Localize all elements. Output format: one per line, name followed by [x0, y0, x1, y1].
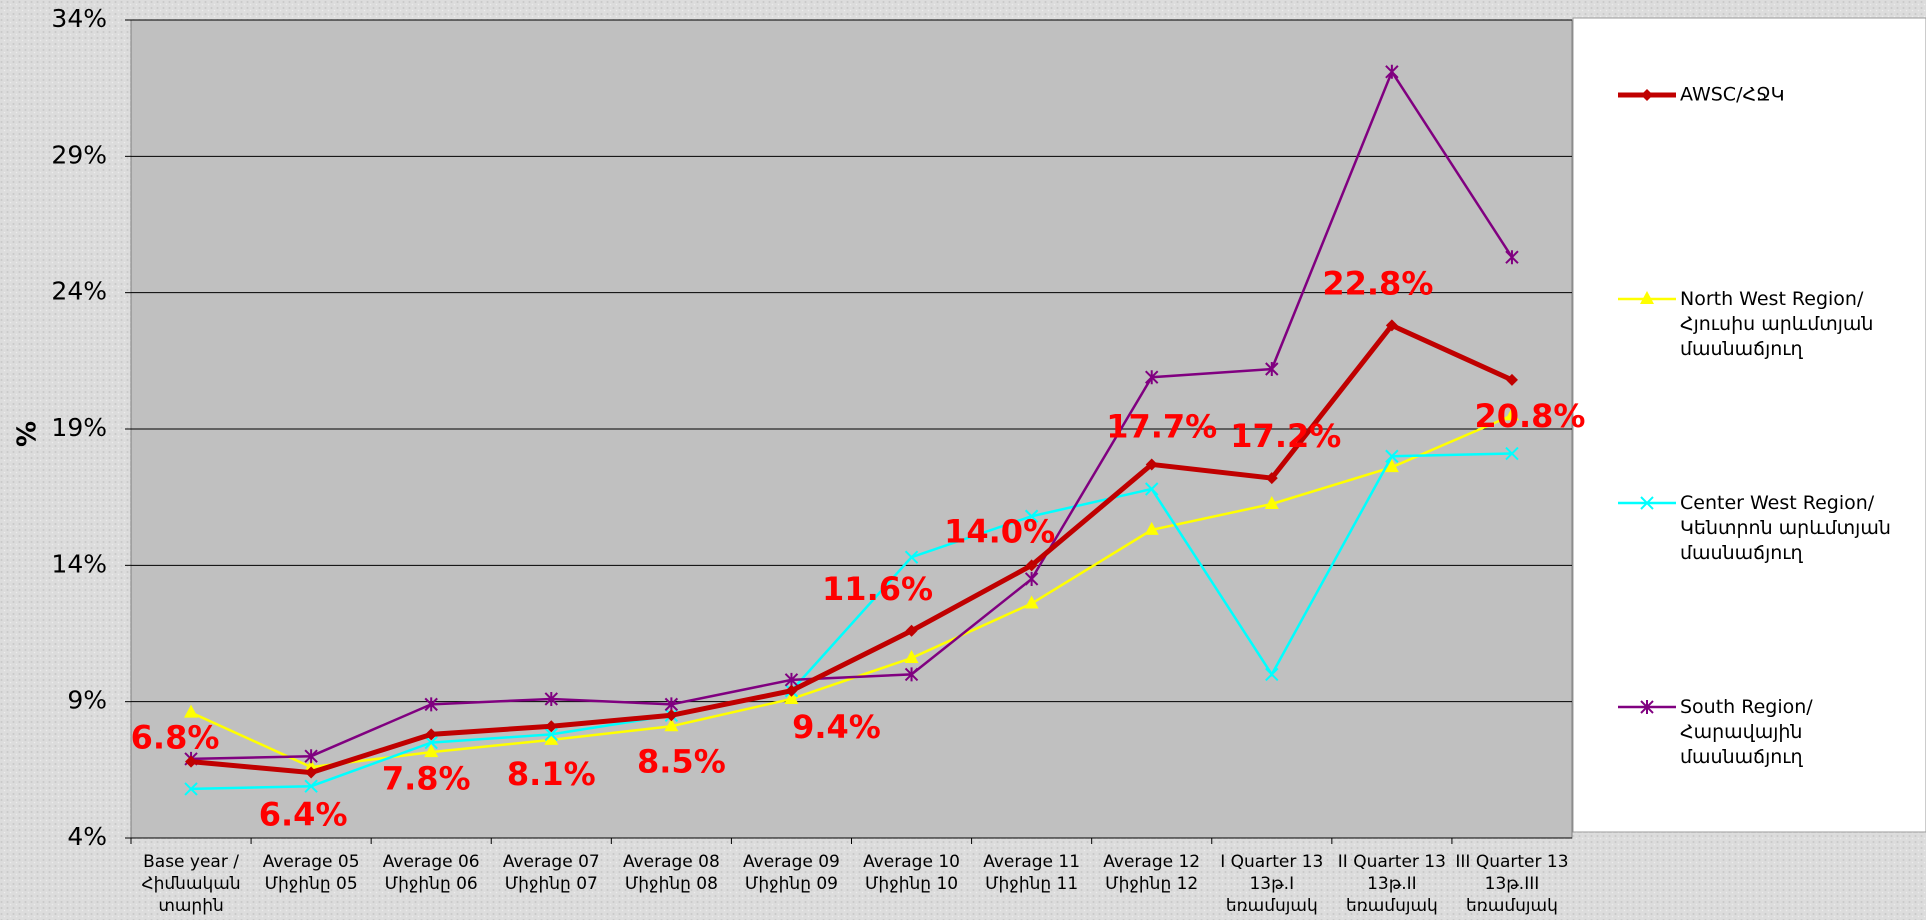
marker: [424, 697, 438, 712]
marker: [1384, 459, 1399, 473]
marker: [1145, 370, 1159, 385]
marker: [305, 766, 318, 779]
data-label: 14.0%: [944, 512, 1055, 550]
marker: [1505, 250, 1519, 265]
marker: [1025, 559, 1038, 572]
data-label: 8.1%: [507, 755, 596, 793]
marker: [424, 735, 438, 750]
legend-label: North West Region/Հյուսիս արևմտյան մասնաճ…: [1680, 288, 1873, 360]
y-tick-label: 4%: [67, 822, 107, 851]
x-tick-label: Average 08 Միջինը 08: [623, 852, 720, 894]
marker: [665, 709, 678, 722]
marker: [304, 749, 318, 764]
y-tick-label: 14%: [51, 549, 107, 578]
marker: [784, 690, 799, 704]
marker: [184, 704, 199, 718]
series-line: [191, 452, 1512, 791]
marker: [1385, 64, 1399, 79]
y-tick-label: 19%: [51, 413, 107, 442]
x-tick-label: II Quarter 13 13թ.II եռամսյակ: [1338, 852, 1446, 916]
y-axis-label: %: [13, 421, 43, 447]
data-label: 8.5%: [637, 742, 726, 780]
marker: [1641, 89, 1653, 101]
legend-label: South Region/Հարավային մասնաճյուղ: [1680, 696, 1813, 768]
marker: [785, 684, 798, 697]
marker: [664, 718, 679, 732]
marker: [1024, 509, 1039, 523]
marker: [784, 672, 799, 687]
y-tick-label: 34%: [51, 4, 107, 33]
x-tick-label: Average 06 Միջինը 06: [383, 852, 480, 894]
legend-label: Center West Region/Կենտրոն արևմտյան մասնա…: [1680, 492, 1891, 564]
marker: [1024, 595, 1039, 609]
data-label: 11.6%: [822, 570, 933, 608]
marker: [1504, 407, 1519, 421]
marker: [1144, 521, 1159, 535]
data-label: 20.8%: [1474, 397, 1585, 435]
x-tick-label: I Quarter 13 13թ.I եռամսյակ: [1220, 852, 1323, 916]
marker: [1640, 291, 1654, 304]
x-tick-label: Base year / Հիմնական տարին: [141, 852, 240, 916]
marker: [185, 755, 198, 768]
data-label: 6.8%: [131, 719, 220, 757]
y-tick-label: 24%: [51, 277, 107, 306]
data-label: 22.8%: [1322, 264, 1433, 302]
data-label: 6.4%: [259, 796, 348, 834]
data-label: 17.2%: [1230, 417, 1341, 455]
marker: [544, 727, 558, 742]
marker: [1265, 667, 1279, 682]
marker: [544, 691, 558, 706]
marker: [424, 744, 439, 758]
x-tick-label: Average 12 Միջինը 12: [1103, 852, 1200, 894]
x-tick-label: Average 11 Միջինը 11: [983, 852, 1080, 894]
series-line: [190, 414, 1513, 769]
y-tick-label: 29%: [51, 140, 107, 169]
x-tick-label: III Quarter 13 13թ.III եռամսյակ: [1455, 852, 1568, 916]
marker: [1265, 472, 1278, 485]
marker: [1640, 496, 1654, 510]
marker: [545, 720, 558, 733]
marker: [905, 624, 918, 637]
marker: [425, 728, 438, 741]
series-line: [190, 322, 1513, 776]
data-label: 17.7%: [1106, 407, 1217, 445]
x-tick-label: Average 09 Միջինը 09: [743, 852, 840, 894]
marker: [1024, 571, 1039, 586]
legend-box: [1572, 17, 1926, 833]
x-tick-label: Average 07 Միջինը 07: [503, 852, 600, 894]
marker: [304, 779, 318, 793]
marker: [664, 697, 679, 712]
marker: [904, 550, 919, 564]
x-tick-label: Average 10 Միջինը 10: [863, 852, 960, 894]
series-line: [191, 69, 1514, 761]
data-label: 7.8%: [382, 759, 471, 797]
marker: [904, 650, 919, 664]
marker: [1505, 446, 1519, 461]
marker: [1145, 458, 1158, 471]
marker: [1385, 449, 1399, 463]
data-label: 9.4%: [792, 708, 881, 746]
x-tick-label: Average 05 Միջինը 05: [263, 852, 360, 894]
marker: [904, 667, 919, 682]
marker: [1640, 700, 1654, 714]
marker: [184, 782, 198, 796]
marker: [1145, 482, 1159, 496]
marker: [1265, 362, 1279, 377]
y-tick-label: 9%: [67, 686, 107, 715]
marker: [1264, 495, 1279, 509]
legend-label: AWSC/ՀՋԿ: [1680, 84, 1785, 106]
marker: [1385, 319, 1398, 332]
marker: [544, 731, 559, 745]
marker: [1505, 373, 1518, 386]
